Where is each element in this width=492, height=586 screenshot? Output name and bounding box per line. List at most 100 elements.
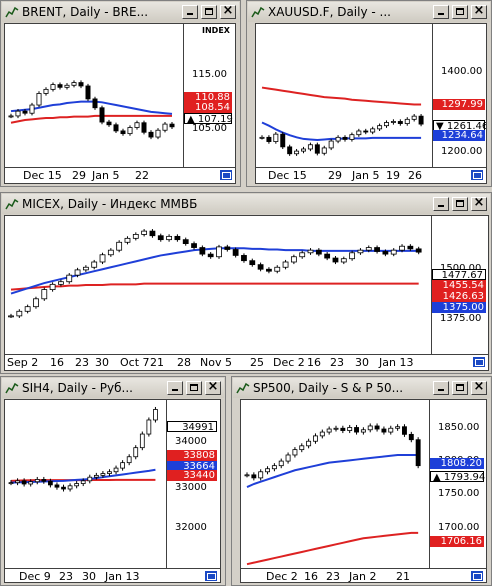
candle xyxy=(395,424,401,431)
date-tick-label: Dec 2 xyxy=(273,356,305,369)
date-tick-label: Jan 13 xyxy=(105,570,140,583)
candle xyxy=(64,83,70,90)
candle xyxy=(120,128,126,136)
price-tag-red: 1706.16 xyxy=(430,536,484,547)
candle xyxy=(116,240,123,253)
autoscroll-button[interactable] xyxy=(470,570,484,582)
candle xyxy=(360,427,366,435)
date-tick-label: Dec 15 xyxy=(268,169,307,182)
date-tick-label: 26 xyxy=(408,169,422,182)
chart-window-xauusd[interactable]: XAUUSD.F, Daily - ... 1400.00 1200.00 1297… xyxy=(246,0,492,187)
autoscroll-button[interactable] xyxy=(472,356,486,368)
maximize-button[interactable] xyxy=(452,381,468,395)
candle xyxy=(166,234,172,242)
candle xyxy=(141,120,147,135)
date-tick-label: 30 xyxy=(355,356,369,369)
date-tick-label: Jan 2 xyxy=(349,570,377,583)
minimize-button[interactable] xyxy=(433,381,449,395)
price-tag-red: 108.54 xyxy=(184,102,232,113)
candle xyxy=(41,287,48,301)
candle xyxy=(182,237,189,246)
chart-svg xyxy=(8,406,158,492)
price-tick-label: 1200.00 xyxy=(441,146,483,157)
chart-icon xyxy=(5,382,19,394)
price-tick-label: 1850.00 xyxy=(438,422,480,433)
price-tick-label: 1700.00 xyxy=(438,522,480,533)
candle xyxy=(67,483,73,492)
date-tick-label: 16 xyxy=(307,356,321,369)
candle xyxy=(132,232,139,241)
window-titlebar[interactable]: BRENT, Daily - BRE... xyxy=(2,2,239,22)
chart-plot[interactable] xyxy=(255,23,433,168)
candle xyxy=(326,426,332,435)
candle xyxy=(287,144,293,156)
close-button[interactable] xyxy=(220,3,236,19)
chart-svg xyxy=(244,423,421,566)
candle xyxy=(124,236,131,245)
candle xyxy=(216,244,222,259)
candle xyxy=(33,296,39,309)
window-title: MICEX, Daily - Индекс ММВБ xyxy=(22,197,198,211)
candle xyxy=(319,429,325,439)
chart-icon xyxy=(5,198,19,210)
price-tag-blue: 33664 xyxy=(167,461,217,472)
date-tick-label: 22 xyxy=(135,169,149,182)
candle xyxy=(374,423,380,432)
window-title: SIH4, Daily - Руб... xyxy=(22,381,133,395)
chart-plot[interactable] xyxy=(4,23,184,168)
chart-window-brent[interactable]: BRENT, Daily - BRE... INDEX 115.00 105.00… xyxy=(0,0,241,187)
ma-red-line xyxy=(10,114,172,124)
candle xyxy=(224,244,231,252)
candle xyxy=(100,471,106,478)
chart-window-sih4[interactable]: SIH4, Daily - Руб... 34000 33000 32000 3499… xyxy=(0,376,226,586)
price-tag-blue: 1375.00 xyxy=(432,302,486,313)
maximize-button[interactable] xyxy=(452,5,468,19)
close-button[interactable] xyxy=(471,379,487,395)
autoscroll-button[interactable] xyxy=(204,570,218,582)
candle xyxy=(74,267,81,278)
window-titlebar[interactable]: XAUUSD.F, Daily - ... xyxy=(248,2,490,22)
minimize-button[interactable] xyxy=(433,197,449,211)
window-titlebar[interactable]: SP500, Daily - S & P 50... xyxy=(233,378,490,398)
minimize-button[interactable] xyxy=(167,381,183,395)
candle xyxy=(265,466,270,475)
autoscroll-button[interactable] xyxy=(470,169,484,181)
minimize-button[interactable] xyxy=(182,5,198,19)
window-titlebar[interactable]: MICEX, Daily - Индекс ММВБ xyxy=(2,194,490,214)
window-titlebar[interactable]: SIH4, Daily - Руб... xyxy=(2,378,224,398)
candle xyxy=(390,248,397,257)
ma-red-line xyxy=(10,282,419,291)
price-tag-red: 1297.99 xyxy=(433,99,485,110)
candle xyxy=(315,248,322,257)
maximize-button[interactable] xyxy=(186,381,202,395)
chart-plot[interactable] xyxy=(4,215,432,355)
candle xyxy=(244,472,250,478)
maximize-button[interactable] xyxy=(201,5,217,19)
candle xyxy=(28,479,34,487)
chart-plot[interactable] xyxy=(4,399,167,569)
close-button[interactable] xyxy=(205,379,221,395)
price-tag-white: 34991 xyxy=(167,421,217,433)
chart-window-micex[interactable]: MICEX, Daily - Индекс ММВБ 1500.001400.0… xyxy=(0,192,492,374)
date-tick-label: 29 xyxy=(328,169,342,182)
date-tick-label: 29 xyxy=(72,169,86,182)
minimize-button[interactable] xyxy=(433,5,449,19)
price-tick-label: 105.00 xyxy=(192,123,227,134)
candle xyxy=(333,425,339,432)
candle xyxy=(285,452,291,464)
close-button[interactable] xyxy=(471,195,487,211)
chart-window-sp500[interactable]: SP500, Daily - S & P 50... 1850.001800.0… xyxy=(231,376,492,586)
candle xyxy=(399,244,405,253)
chart-plot[interactable] xyxy=(240,399,430,569)
candle xyxy=(278,458,284,469)
maximize-button[interactable] xyxy=(452,197,468,211)
autoscroll-button[interactable] xyxy=(219,169,233,181)
candle xyxy=(107,248,114,257)
close-button[interactable] xyxy=(471,3,487,19)
candle xyxy=(92,96,98,110)
candle xyxy=(99,105,105,125)
candle xyxy=(349,132,355,142)
candle xyxy=(314,142,320,156)
price-tick-label: 32000 xyxy=(175,522,207,533)
